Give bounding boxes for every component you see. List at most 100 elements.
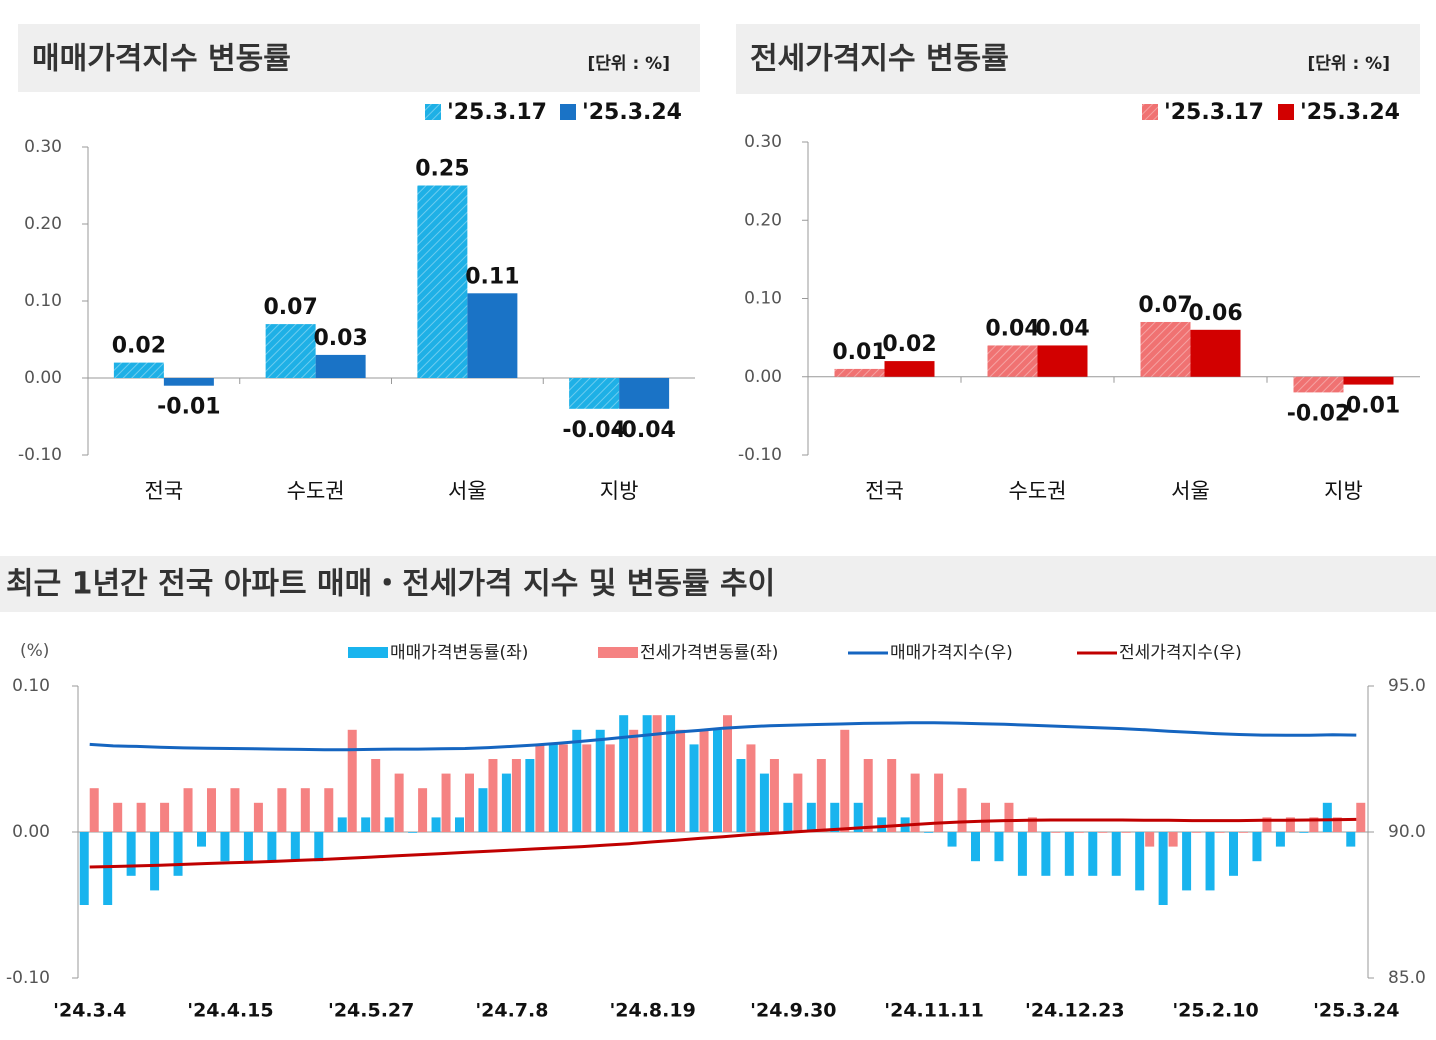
bar bbox=[806, 802, 816, 832]
chart-title: 전세가격지수 변동률 bbox=[750, 42, 1009, 77]
legend-swatch bbox=[598, 647, 638, 658]
bar bbox=[1299, 832, 1309, 833]
x-tick-label: 전국 bbox=[145, 479, 184, 503]
bar bbox=[971, 832, 980, 862]
bar bbox=[666, 715, 676, 832]
x-tick-label: '24.7.8 bbox=[475, 1000, 548, 1022]
x-tick-label: '24.8.19 bbox=[609, 1000, 695, 1022]
bar bbox=[947, 832, 957, 847]
bar bbox=[1017, 832, 1027, 876]
bar bbox=[884, 361, 935, 377]
bar bbox=[89, 788, 99, 832]
y2-tick-label: 95.0 bbox=[1388, 676, 1426, 696]
bar bbox=[1309, 817, 1319, 832]
unit-label: [단위 : %] bbox=[1308, 54, 1391, 74]
bar bbox=[689, 744, 699, 832]
bar bbox=[243, 832, 253, 862]
bar bbox=[1111, 832, 1121, 876]
bar bbox=[830, 802, 840, 832]
y-axis-label: (%) bbox=[20, 641, 49, 661]
bar bbox=[253, 802, 263, 832]
x-tick-label: 서울 bbox=[1171, 479, 1210, 503]
legend-swatch bbox=[1142, 104, 1158, 120]
bar bbox=[136, 802, 146, 832]
bar bbox=[887, 759, 897, 832]
bar bbox=[384, 817, 394, 832]
title-bar bbox=[0, 556, 1436, 612]
bar bbox=[501, 773, 511, 832]
y-tick-label: 0.30 bbox=[24, 137, 62, 157]
bar bbox=[103, 832, 113, 905]
bar bbox=[197, 832, 206, 847]
y2-tick-label: 90.0 bbox=[1388, 822, 1426, 842]
bar bbox=[163, 378, 214, 386]
bar bbox=[877, 817, 887, 832]
bar bbox=[314, 832, 324, 862]
bar bbox=[183, 788, 193, 832]
bar bbox=[347, 729, 357, 832]
data-label: -0.02 bbox=[1287, 401, 1350, 426]
bar bbox=[113, 802, 123, 832]
bar bbox=[1252, 832, 1262, 862]
chart-title: 매매가격지수 변동률 bbox=[32, 42, 291, 77]
bar bbox=[418, 788, 428, 832]
bar bbox=[548, 744, 558, 832]
bar bbox=[582, 744, 592, 832]
bar bbox=[1332, 817, 1342, 832]
data-label: -0.04 bbox=[562, 418, 625, 443]
title-bar bbox=[736, 24, 1420, 94]
y2-tick-label: 85.0 bbox=[1388, 968, 1426, 988]
bar bbox=[1004, 802, 1014, 832]
legend-swatch bbox=[560, 104, 576, 120]
bar bbox=[1239, 832, 1248, 833]
y-tick-label: 0.10 bbox=[12, 676, 50, 696]
bar bbox=[934, 773, 944, 832]
bar bbox=[834, 368, 885, 377]
bar bbox=[783, 802, 793, 832]
bar bbox=[957, 788, 967, 832]
chart-title: 최근 1년간 전국 아파트 매매・전세가격 지수 및 변동률 추이 bbox=[6, 567, 775, 602]
bar bbox=[713, 729, 722, 832]
bar bbox=[699, 729, 709, 832]
legend-label: 매매가격지수(우) bbox=[890, 643, 1013, 663]
bar bbox=[417, 185, 468, 378]
bar bbox=[150, 832, 160, 891]
bar bbox=[746, 744, 756, 832]
bar bbox=[1356, 802, 1366, 832]
bar bbox=[910, 773, 920, 832]
line bbox=[89, 817, 1357, 869]
y-tick-label: 0.00 bbox=[24, 368, 62, 388]
legend-label: '25.3.17 bbox=[1164, 100, 1264, 125]
bar bbox=[220, 832, 230, 862]
bar bbox=[488, 759, 498, 832]
bar bbox=[1293, 376, 1344, 393]
bar bbox=[1121, 832, 1131, 833]
bar bbox=[1027, 817, 1037, 832]
bar bbox=[300, 788, 310, 832]
bar bbox=[525, 759, 535, 832]
bar bbox=[924, 832, 934, 833]
bar bbox=[994, 832, 1004, 862]
bar bbox=[793, 773, 803, 832]
data-label: 0.01 bbox=[832, 340, 886, 365]
bar bbox=[467, 293, 518, 378]
bar bbox=[1262, 817, 1272, 832]
line bbox=[89, 721, 1357, 752]
bar bbox=[840, 729, 850, 832]
data-label: 0.06 bbox=[1188, 301, 1242, 326]
bar bbox=[1088, 832, 1098, 876]
bar bbox=[1275, 832, 1285, 847]
y-tick-label: 0.00 bbox=[744, 367, 782, 387]
bar bbox=[676, 729, 686, 832]
bar bbox=[572, 729, 582, 832]
bar bbox=[1182, 832, 1192, 891]
bar bbox=[1205, 832, 1215, 891]
bar bbox=[1346, 832, 1356, 847]
bar bbox=[981, 802, 990, 832]
bar bbox=[1229, 832, 1238, 876]
bar bbox=[160, 802, 170, 832]
bar bbox=[1215, 832, 1225, 833]
bar bbox=[1158, 832, 1168, 905]
bar bbox=[1192, 832, 1202, 833]
bar bbox=[431, 817, 441, 832]
